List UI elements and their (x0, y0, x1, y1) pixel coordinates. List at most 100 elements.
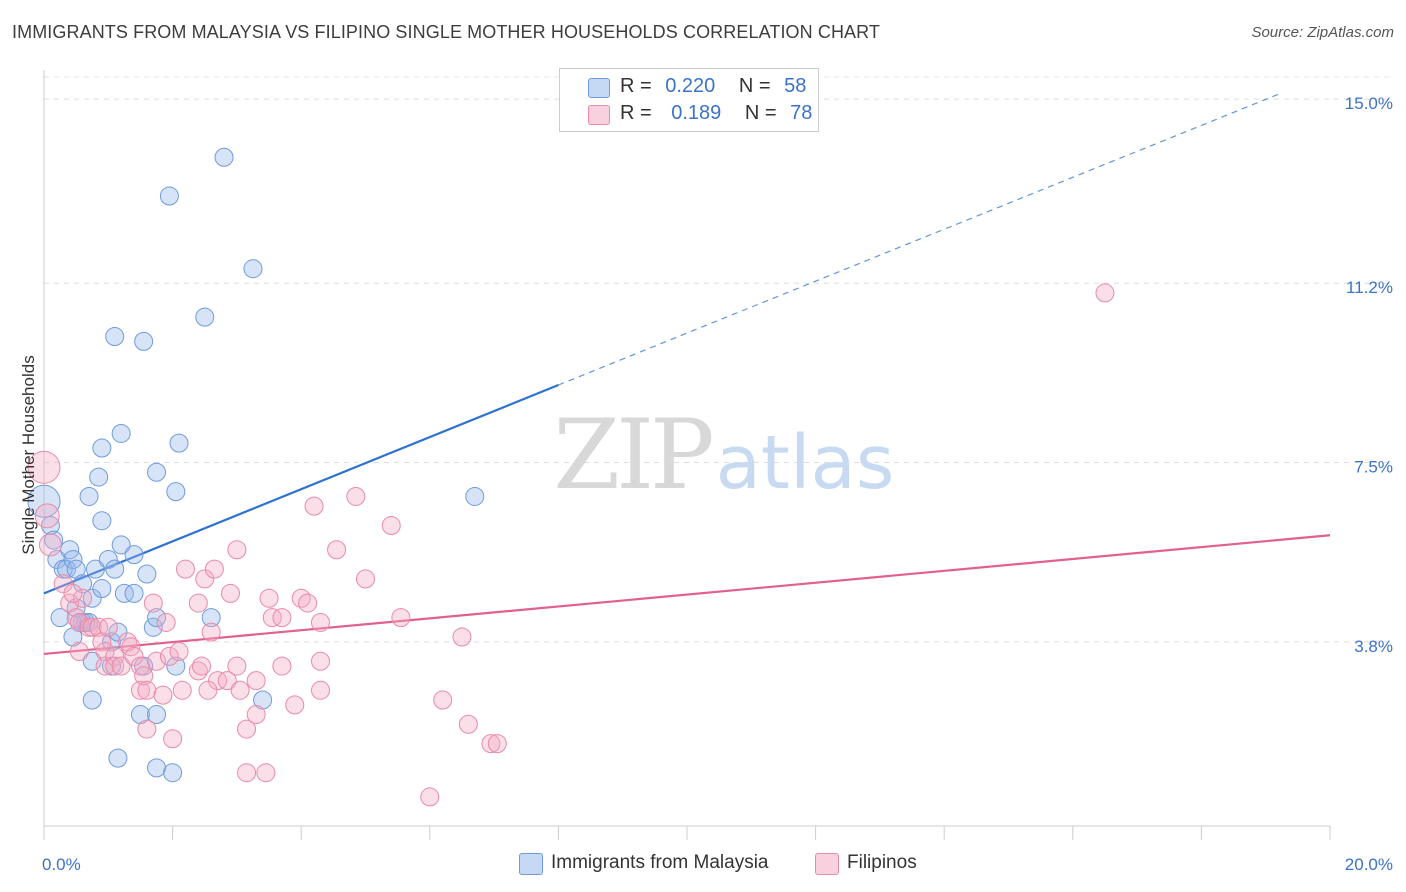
point-filipinos (195, 569, 215, 589)
point-filipinos (310, 612, 330, 632)
watermark-zip: ZIP (553, 399, 712, 511)
point-immigrants-from-malaysia (102, 632, 122, 652)
point-immigrants-from-malaysia (50, 608, 70, 628)
point-immigrants-from-malaysia (47, 549, 67, 569)
point-immigrants-from-malaysia (89, 467, 109, 487)
legend-n-label: N = (738, 75, 771, 97)
axes (43, 70, 1331, 840)
point-immigrants-from-malaysia (105, 327, 125, 347)
point-immigrants-from-malaysia (130, 705, 150, 725)
point-immigrants-from-malaysia (111, 423, 131, 443)
point-immigrants-from-malaysia (166, 482, 186, 502)
point-immigrants-from-malaysia (92, 438, 112, 458)
point-filipinos (327, 540, 347, 560)
point-immigrants-from-malaysia (159, 186, 179, 206)
legend-n-label: N = (744, 102, 777, 124)
point-filipinos (1095, 283, 1115, 303)
legend-swatch-filipinos (588, 105, 610, 125)
point-immigrants-from-malaysia (105, 559, 125, 579)
point-filipinos (272, 608, 292, 628)
point-immigrants-from-malaysia (134, 331, 154, 351)
point-filipinos (175, 559, 195, 579)
trend-lines (43, 93, 1331, 656)
point-immigrants-from-malaysia (108, 622, 128, 642)
point-immigrants-from-malaysia (66, 559, 86, 579)
point-filipinos (220, 583, 240, 603)
legend-r-label: R = (620, 102, 652, 124)
point-filipinos (147, 651, 167, 671)
legend-r-value-malaysia: 0.220 (665, 75, 716, 97)
point-immigrants-from-malaysia (147, 758, 167, 778)
point-filipinos (433, 690, 453, 710)
point-filipinos (204, 559, 224, 579)
point-immigrants-from-malaysia (66, 598, 86, 618)
point-filipinos (262, 608, 282, 628)
point-filipinos (169, 642, 189, 662)
point-filipinos (124, 646, 144, 666)
point-filipinos (452, 627, 472, 647)
point-immigrants-from-malaysia (147, 462, 167, 482)
bottom-legend-swatch-filipinos (815, 853, 839, 875)
y-tick-label: 3.8% (1354, 637, 1393, 656)
point-filipinos (487, 734, 507, 754)
point-filipinos (69, 642, 89, 662)
point-filipinos (227, 656, 247, 676)
point-filipinos (310, 651, 330, 671)
point-filipinos (458, 714, 478, 734)
point-filipinos (95, 642, 115, 662)
y-tick-label: 11.2% (1346, 278, 1393, 297)
point-immigrants-from-malaysia (124, 583, 144, 603)
point-filipinos (237, 719, 257, 739)
point-immigrants-from-malaysia (79, 486, 99, 506)
point-immigrants-from-malaysia (195, 307, 215, 327)
point-immigrants-from-malaysia (82, 588, 102, 608)
point-immigrants-from-malaysia (147, 705, 167, 725)
watermark: ZIP atlas (553, 399, 894, 511)
point-immigrants-from-malaysia (98, 549, 118, 569)
point-immigrants-from-malaysia (27, 484, 61, 518)
point-filipinos (356, 569, 375, 589)
point-filipinos (137, 680, 157, 700)
point-filipinos (208, 671, 228, 691)
x-tick-label: 20.0% (1345, 855, 1393, 874)
point-immigrants-from-malaysia (124, 545, 144, 565)
point-filipinos (34, 503, 60, 529)
point-filipinos (201, 622, 221, 642)
point-filipinos (304, 496, 324, 516)
data-points (27, 147, 1115, 807)
legend-n-value-filipinos: 78 (790, 102, 813, 124)
y-axis-title: Single Mother Households (19, 355, 38, 555)
point-immigrants-from-malaysia (63, 627, 83, 647)
point-filipinos (391, 608, 411, 628)
point-filipinos (27, 450, 61, 484)
legend-r-value-filipinos: 0.189 (671, 102, 722, 124)
point-immigrants-from-malaysia (92, 579, 112, 599)
gridlines (44, 76, 1392, 643)
point-immigrants-from-malaysia (163, 763, 183, 783)
point-immigrants-from-malaysia (82, 690, 102, 710)
point-filipinos (63, 583, 83, 603)
point-immigrants-from-malaysia (137, 564, 157, 584)
point-filipinos (89, 617, 109, 637)
bottom-legend-label-filipinos: Filipinos (847, 852, 917, 873)
point-immigrants-from-malaysia (243, 259, 263, 279)
point-filipinos (53, 574, 73, 594)
point-immigrants-from-malaysia (201, 608, 221, 628)
point-filipinos (230, 680, 250, 700)
point-filipinos (73, 588, 93, 608)
point-filipinos (237, 763, 257, 783)
point-filipinos (137, 719, 157, 739)
point-filipinos (246, 705, 266, 725)
point-immigrants-from-malaysia (57, 559, 77, 579)
point-filipinos (82, 617, 102, 637)
point-filipinos (130, 680, 150, 700)
bottom-legend-swatch-malaysia (519, 853, 543, 875)
y-tick-label: 7.5% (1354, 458, 1393, 477)
correlation-legend: R = 0.220 N = 58 R = 0.189 N = 78 (559, 68, 819, 132)
point-filipinos (188, 593, 208, 613)
point-filipinos (159, 646, 179, 666)
trend-line-extension (558, 93, 1279, 386)
point-filipinos (259, 588, 279, 608)
point-immigrants-from-malaysia (147, 608, 167, 628)
